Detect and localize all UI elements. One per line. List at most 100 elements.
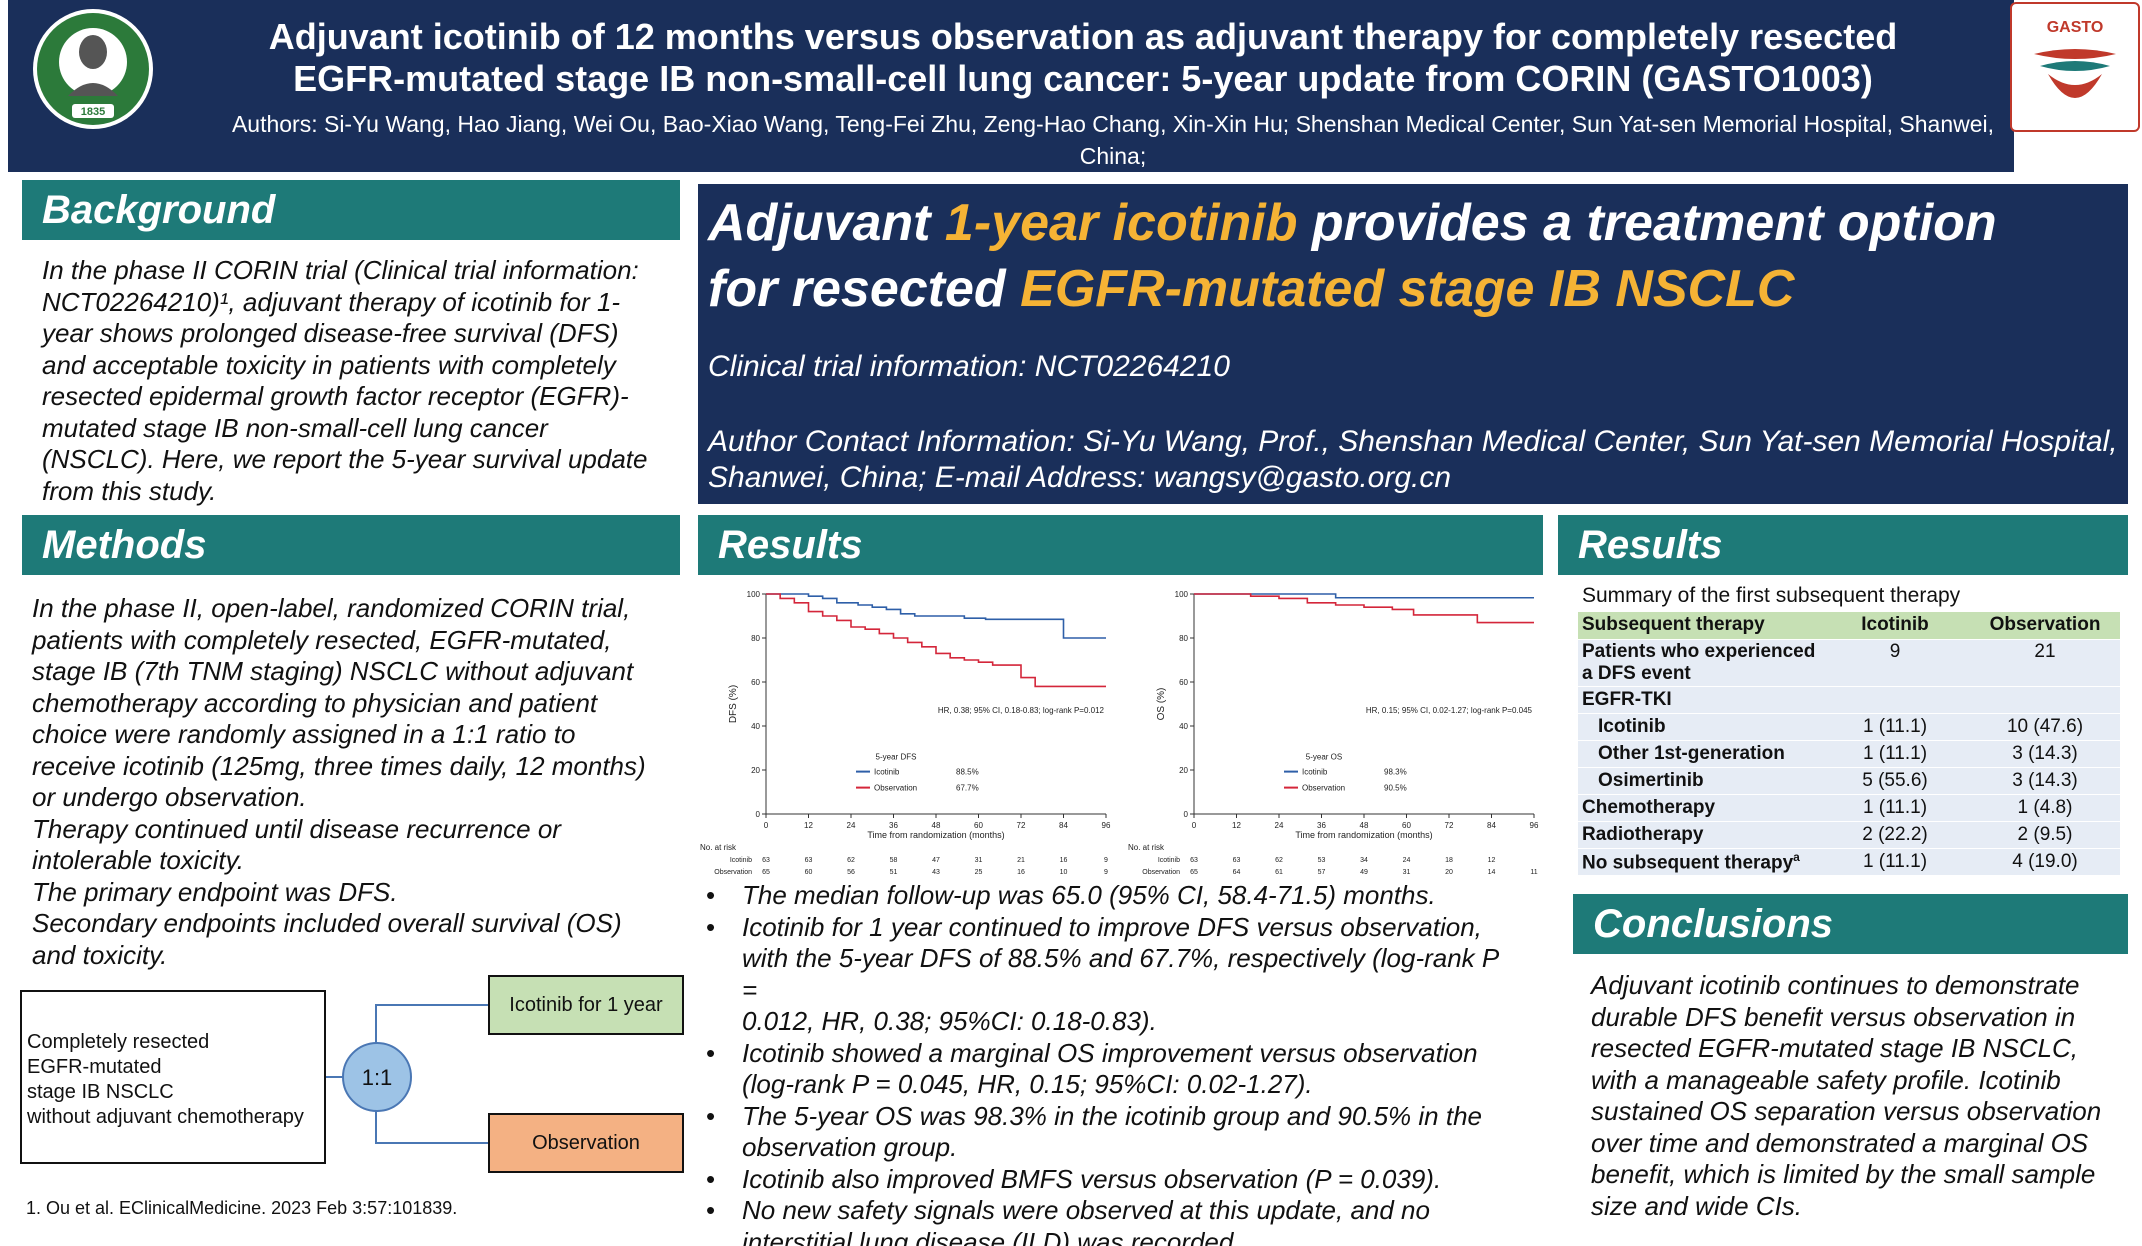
risk-value: 12: [1488, 857, 1496, 864]
risk-value: 51: [890, 869, 898, 874]
y-tick-label: 60: [1179, 678, 1188, 687]
risk-value: 31: [1403, 869, 1411, 874]
randomization-node: [342, 1042, 412, 1112]
risk-value: 21: [1017, 857, 1025, 864]
gasto-logo-text: GASTO: [2047, 19, 2104, 36]
poster-title: Adjuvant icotinib of 12 months versus ob…: [158, 16, 2008, 100]
risk-value: 31: [975, 857, 983, 864]
y-tick-label: 40: [751, 722, 760, 731]
results-heading-right: Results: [1558, 515, 2128, 575]
flow-connectors: 1:1: [326, 1000, 496, 1148]
x-tick-label: 24: [1275, 821, 1284, 830]
x-tick-label: 96: [1530, 821, 1539, 830]
risk-value: 63: [1190, 857, 1198, 864]
legend-label: Icotinib: [874, 768, 900, 777]
legend-value: 67.7%: [956, 784, 979, 793]
x-tick-label: 84: [1487, 821, 1496, 830]
key-message-panel: Adjuvant 1-year icotinib provides a trea…: [698, 184, 2128, 504]
table-row: EGFR-TKI: [1578, 686, 2120, 714]
legend-value: 90.5%: [1384, 784, 1407, 793]
km-curve-observation: [766, 593, 1106, 688]
risk-row-label: Observation: [1142, 869, 1180, 874]
km-curve-icotinib: [766, 593, 1106, 639]
risk-value: 47: [932, 857, 940, 864]
x-tick-label: 12: [804, 821, 813, 830]
hospital-logo: 1835: [33, 9, 153, 129]
bullet-item: Icotinib also improved BMFS versus obser…: [700, 1164, 1520, 1196]
y-axis-label: OS (%): [1156, 688, 1167, 721]
table-row: Osimertinib 5 (55.6) 3 (14.3): [1578, 767, 2120, 795]
risk-row-label: Icotinib: [730, 857, 752, 864]
arm-icotinib: Icotinib for 1 year: [488, 975, 684, 1035]
authors-line-1: Authors: Si-Yu Wang, Hao Jiang, Wei Ou, …: [231, 111, 1995, 169]
y-tick-label: 0: [1184, 810, 1189, 819]
logo-year: 1835: [81, 106, 105, 118]
risk-value: 63: [762, 857, 770, 864]
risk-value: 58: [890, 857, 898, 864]
y-tick-label: 100: [1175, 590, 1189, 599]
x-tick-label: 48: [932, 821, 941, 830]
risk-row-label: Observation: [714, 869, 752, 874]
legend-label: Observation: [1302, 784, 1345, 793]
table-row: Icotinib 1 (11.1) 10 (47.6): [1578, 713, 2120, 741]
x-tick-label: 0: [1192, 821, 1197, 830]
bullet-item: No new safety signals were observed at t…: [700, 1195, 1520, 1246]
risk-value: 65: [1190, 869, 1198, 874]
y-tick-label: 20: [751, 766, 760, 775]
risk-value: 62: [1275, 857, 1283, 864]
risk-value: 63: [1233, 857, 1241, 864]
risk-value: 25: [975, 869, 983, 874]
x-tick-label: 60: [974, 821, 983, 830]
background-text: In the phase II CORIN trial (Clinical tr…: [42, 255, 648, 506]
risk-value: 43: [932, 869, 940, 874]
x-tick-label: 72: [1017, 821, 1026, 830]
bullet-item: Icotinib showed a marginal OS improvemen…: [700, 1038, 1520, 1101]
x-axis-label: Time from randomization (months): [1295, 830, 1432, 840]
y-axis-label: DFS (%): [728, 685, 739, 723]
poster-header: 1835 Adjuvant icotinib of 12 months vers…: [8, 0, 2014, 201]
table-row: Chemotherapy 1 (11.1) 1 (4.8): [1578, 794, 2120, 822]
conclusions-text: Adjuvant icotinib continues to demonstra…: [1591, 970, 2102, 1221]
risk-value: 61: [1275, 869, 1283, 874]
table-row: Other 1st-generation 1 (11.1) 3 (14.3): [1578, 740, 2120, 768]
km-curve-icotinib: [1194, 593, 1534, 599]
legend-label: Icotinib: [1302, 768, 1328, 777]
methods-text: In the phase II, open-label, randomized …: [32, 593, 646, 970]
risk-value: 16: [1060, 857, 1068, 864]
risk-value: 18: [1445, 857, 1453, 864]
table-row: Patients who experienced a DFS event 9 2…: [1578, 639, 2120, 687]
risk-value: 11: [1530, 869, 1537, 874]
y-tick-label: 100: [747, 590, 761, 599]
risk-value: 49: [1360, 869, 1368, 874]
risk-table-title: No. at risk: [1128, 843, 1165, 852]
x-tick-label: 48: [1360, 821, 1369, 830]
legend-value: 98.3%: [1384, 768, 1407, 777]
methods-heading: Methods: [22, 515, 680, 575]
bullet-item: Icotinib for 1 year continued to improve…: [700, 912, 1520, 1038]
os-km-chart: 0 20 40 60 80 100 0 12 24 36 48 60 72 84 96 Time from r…: [1128, 590, 1539, 874]
risk-row-label: Icotinib: [1158, 857, 1180, 864]
title-line-2: EGFR-mutated stage IB non-small-cell lun…: [293, 58, 1873, 99]
conclusions-heading: Conclusions: [1573, 894, 2128, 954]
legend-title: 5-year OS: [1306, 753, 1342, 762]
x-tick-label: 84: [1059, 821, 1068, 830]
background-heading: Background: [22, 180, 680, 240]
x-tick-label: 36: [889, 821, 898, 830]
legend-label: Observation: [874, 784, 917, 793]
population-box: Completely resected EGFR-mutated stage I…: [20, 990, 326, 1164]
x-tick-label: 36: [1317, 821, 1326, 830]
x-axis-label: Time from randomization (months): [867, 830, 1004, 840]
x-tick-label: 0: [764, 821, 769, 830]
risk-value: 53: [1318, 857, 1326, 864]
stat-annotation: HR, 0.38; 95% CI, 0.18-0.83; log-rank P=…: [938, 706, 1105, 715]
table-header-row: Subsequent therapy Icotinib Observation: [1578, 612, 2120, 640]
y-tick-label: 80: [751, 634, 760, 643]
risk-value: 65: [762, 869, 770, 874]
y-tick-label: 80: [1179, 634, 1188, 643]
risk-value: 14: [1488, 869, 1496, 874]
reference: 1. Ou et al. EClinicalMedicine. 2023 Feb…: [26, 1198, 458, 1218]
arm-observation: Observation: [488, 1113, 684, 1173]
x-tick-label: 72: [1445, 821, 1454, 830]
risk-value: 24: [1403, 857, 1411, 864]
risk-value: 56: [847, 869, 855, 874]
